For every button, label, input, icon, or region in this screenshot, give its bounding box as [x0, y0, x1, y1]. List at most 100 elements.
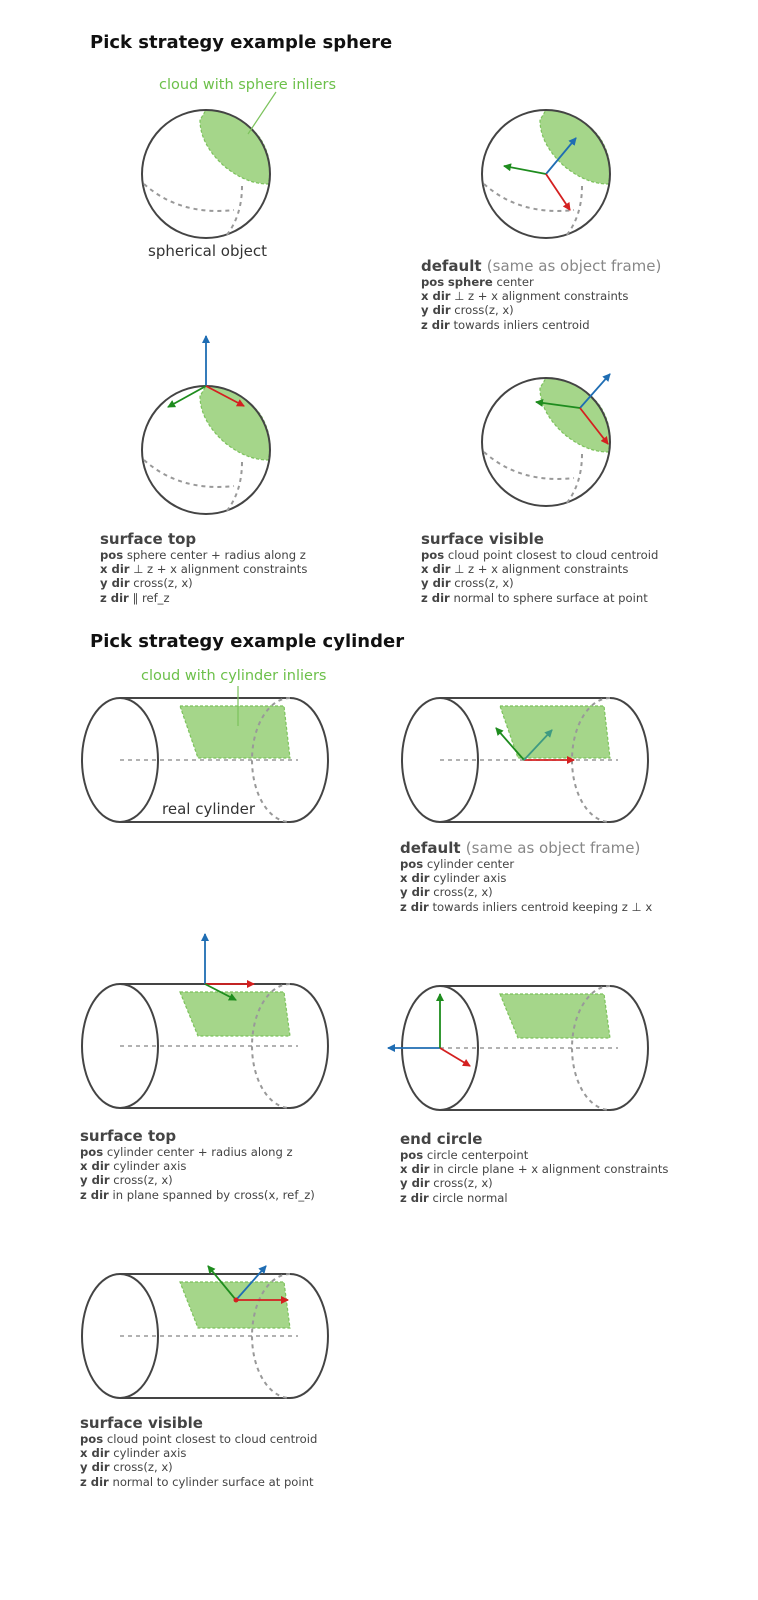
- sphere-outline: [481, 377, 611, 507]
- meridian-dashed: [225, 185, 243, 237]
- cylinder-surface-top-figure: [81, 933, 329, 1109]
- y-axis-arrow: [167, 385, 207, 408]
- desc-value: cross(z, x): [113, 1460, 173, 1475]
- cylinder-body: [440, 697, 649, 823]
- z-axis-arrow: [545, 137, 577, 175]
- desc-value: cross(z, x): [454, 576, 514, 591]
- inliers-patch: [179, 705, 291, 759]
- desc-key: z dir: [400, 1190, 429, 1205]
- cylinder-surface-visible-figure: [81, 1265, 329, 1399]
- desc-value: cross(z, x): [454, 303, 514, 318]
- desc-key: y dir: [80, 1460, 110, 1475]
- desc-key: y dir: [80, 1173, 110, 1188]
- desc-key: z dir: [80, 1474, 109, 1489]
- inliers-patch: [539, 377, 611, 453]
- desc-key: x dir: [400, 1162, 430, 1177]
- desc-value: center: [492, 275, 534, 289]
- desc-key: y dir: [421, 576, 451, 591]
- cylinder-object-label: real cylinder: [162, 800, 256, 818]
- desc-key: x dir: [100, 562, 130, 577]
- cylinder-body: [120, 697, 329, 823]
- desc-value: circle centerpoint: [426, 1148, 529, 1162]
- sphere-inliers-callout: cloud with sphere inliers: [159, 77, 337, 93]
- z-axis-arrow: [523, 729, 553, 761]
- desc-value: ⊥ z + x alignment constraints: [454, 289, 629, 304]
- callout-line: [247, 91, 277, 135]
- inliers-patch: [499, 705, 611, 759]
- meridian-dashed: [565, 185, 583, 237]
- desc-key: y dir: [100, 576, 130, 591]
- desc-value: normal to cylinder surface at point: [112, 1474, 314, 1489]
- inliers-patch: [539, 109, 611, 185]
- desc-title: default: [400, 839, 461, 857]
- y-axis-arrow: [535, 398, 581, 409]
- cylinder-end-circle-figure: [387, 985, 649, 1111]
- sphere-outline: [141, 109, 271, 239]
- desc-key: y dir: [400, 885, 430, 900]
- equator-dashed: [483, 451, 575, 480]
- cylinder-end-cap: [81, 983, 159, 1109]
- sphere-object-label: spherical object: [148, 242, 268, 260]
- desc-key: pos: [80, 1432, 104, 1446]
- desc-key: pos: [421, 275, 445, 289]
- y-axis-arrow: [495, 727, 525, 761]
- desc-value: cross(z, x): [133, 576, 193, 591]
- desc-key: x dir: [421, 562, 451, 577]
- meridian-dashed: [225, 461, 243, 513]
- desc-value: cylinder axis: [113, 1159, 187, 1174]
- cylinder-body: [120, 983, 329, 1109]
- desc-subtitle: (same as object frame): [486, 257, 662, 275]
- cylinder-surface-visible-description: surface visible pos cloud point closest …: [80, 1414, 317, 1489]
- desc-value: towards inliers centroid keeping z ⊥ x: [432, 899, 653, 914]
- desc-key: x dir: [421, 289, 451, 304]
- desc-value: ⊥ z + x alignment constraints: [133, 562, 308, 577]
- desc-value: sphere center + radius along z: [126, 548, 306, 562]
- desc-value: towards inliers centroid: [453, 317, 590, 332]
- desc-value: cross(z, x): [113, 1173, 173, 1188]
- desc-value: ∥ ref_z: [132, 590, 170, 605]
- sphere-surface-top-figure: [141, 335, 271, 515]
- cylinder-end-cap: [81, 697, 159, 823]
- far-cap-dashed: [251, 1273, 291, 1399]
- desc-value: cloud point closest to cloud centroid: [447, 548, 659, 562]
- far-cap-dashed: [571, 697, 611, 823]
- desc-value: cylinder center: [426, 857, 515, 871]
- desc-value: cross(z, x): [433, 885, 493, 900]
- inliers-patch: [199, 109, 271, 185]
- desc-value: circle normal: [432, 1190, 508, 1205]
- desc-key: pos: [400, 1148, 424, 1162]
- desc-subtitle: (same as object frame): [465, 839, 641, 857]
- cylinder-end-cap: [81, 1273, 159, 1399]
- cylinder-inliers-callout: cloud with cylinder inliers: [141, 668, 327, 684]
- desc-key: x dir: [80, 1446, 110, 1461]
- equator-dashed: [483, 183, 575, 212]
- frame-origin-point: [233, 1297, 239, 1303]
- z-axis-arrow: [579, 373, 611, 409]
- sphere-surface-visible-description: surface visible pos cloud point closest …: [421, 530, 658, 605]
- far-cap-dashed: [251, 697, 291, 823]
- meridian-dashed: [565, 453, 583, 505]
- desc-key: x dir: [400, 871, 430, 886]
- equator-dashed: [143, 183, 235, 212]
- cylinder-body: [120, 1273, 329, 1399]
- x-axis-arrow: [439, 1047, 471, 1067]
- x-axis-arrow: [545, 173, 571, 211]
- y-axis-arrow: [207, 1265, 237, 1301]
- cylinder-section-title: Pick strategy example cylinder: [90, 631, 405, 652]
- desc-value: cylinder axis: [433, 871, 507, 886]
- cylinder-body: [440, 985, 649, 1111]
- sphere-outline: [481, 109, 611, 239]
- desc-title: surface visible: [80, 1414, 203, 1432]
- sphere-default-figure: [481, 109, 611, 239]
- desc-key-extra: sphere: [447, 275, 493, 289]
- desc-key: y dir: [400, 1176, 430, 1191]
- desc-value: in circle plane + x alignment constraint…: [433, 1162, 669, 1177]
- desc-value: normal to sphere surface at point: [453, 590, 648, 605]
- sphere-default-description: default (same as object frame) pos spher…: [421, 257, 661, 332]
- desc-value: cross(z, x): [433, 1176, 493, 1191]
- x-axis-arrow: [205, 385, 245, 407]
- sphere-surface-visible-figure: [481, 373, 611, 507]
- desc-key: pos: [100, 548, 124, 562]
- y-axis-arrow: [503, 163, 547, 175]
- sphere-section-title: Pick strategy example sphere: [90, 32, 393, 53]
